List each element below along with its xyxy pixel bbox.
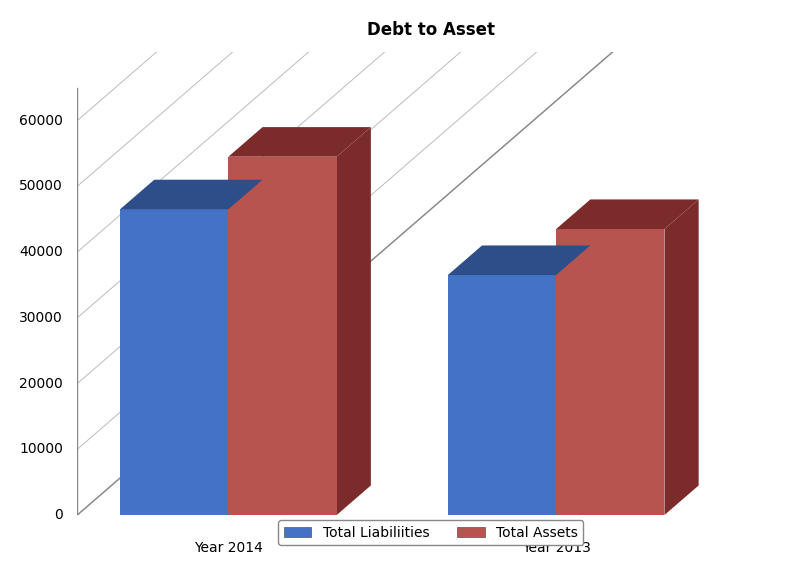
Legend: Total Liabiliities, Total Assets: Total Liabiliities, Total Assets [279, 520, 584, 545]
Polygon shape [229, 157, 336, 515]
Text: Year 2013: Year 2013 [522, 541, 591, 555]
Polygon shape [556, 246, 590, 515]
Text: 40000: 40000 [19, 245, 63, 259]
Text: 0: 0 [54, 508, 63, 522]
Text: 20000: 20000 [19, 377, 63, 390]
Polygon shape [448, 275, 556, 515]
Polygon shape [229, 180, 262, 515]
Polygon shape [556, 229, 664, 515]
Polygon shape [556, 200, 699, 229]
Text: Year 2014: Year 2014 [194, 541, 262, 555]
Polygon shape [448, 246, 590, 275]
Title: Debt to Asset: Debt to Asset [367, 21, 495, 39]
Polygon shape [664, 200, 699, 515]
Polygon shape [229, 127, 371, 157]
Polygon shape [120, 209, 229, 515]
Polygon shape [336, 127, 371, 515]
Text: 60000: 60000 [19, 113, 63, 128]
Text: 50000: 50000 [19, 179, 63, 193]
Text: 10000: 10000 [19, 442, 63, 457]
Polygon shape [120, 180, 262, 209]
Text: 30000: 30000 [19, 311, 63, 325]
